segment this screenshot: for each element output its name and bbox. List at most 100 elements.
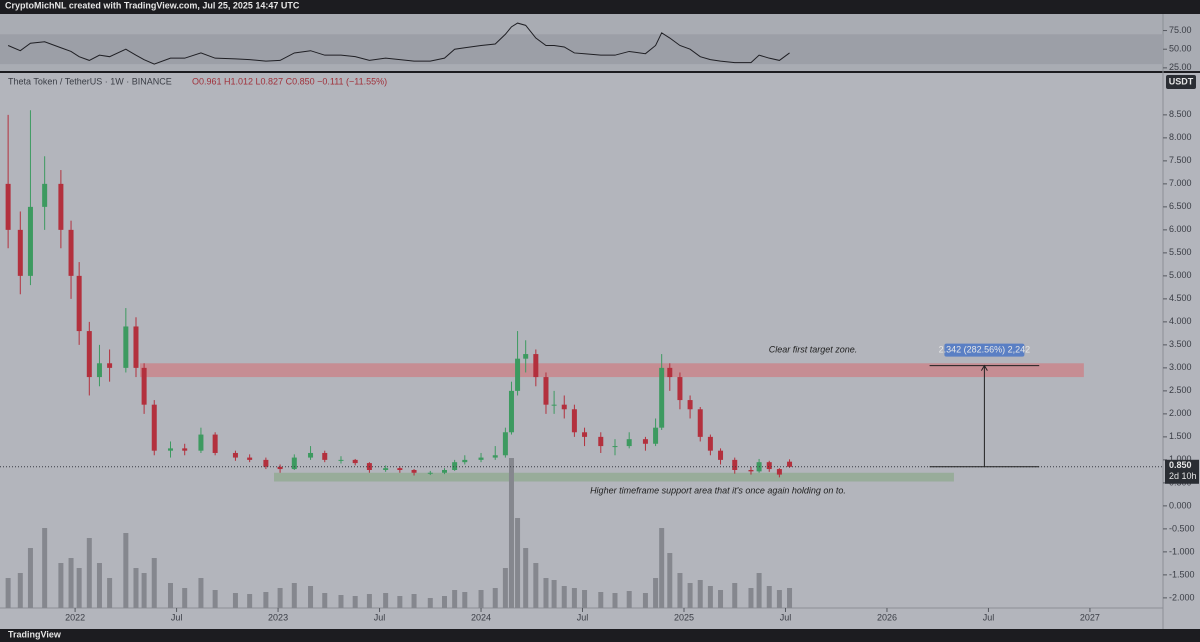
rsi-tick-label: 25.00 — [1169, 62, 1192, 72]
candle-body — [492, 455, 498, 458]
y-tick-label: 2.500 — [1169, 385, 1192, 395]
candle-body — [151, 404, 157, 451]
candle-body — [27, 206, 33, 276]
symbol: Theta Token / TetherUS · 1W · BINANCE — [8, 76, 172, 86]
volume-bar — [571, 588, 577, 608]
volume-bar — [626, 591, 632, 608]
candle-body — [232, 452, 238, 458]
candle-body — [787, 461, 793, 467]
volume-bar — [366, 594, 372, 608]
candle-body — [582, 432, 588, 437]
candle-body — [322, 452, 328, 460]
volume-bar — [397, 596, 403, 608]
volume-bar — [212, 590, 218, 608]
x-tick-label: 2022 — [65, 612, 85, 622]
candle-body — [212, 434, 218, 453]
volume-bar — [68, 558, 74, 608]
brand: TradingView — [8, 629, 62, 639]
candle-body — [642, 439, 648, 444]
candle-body — [338, 459, 344, 461]
x-tick-label: Jul — [171, 612, 183, 622]
candle-body — [96, 363, 102, 378]
volume-bar — [58, 563, 64, 608]
candle-body — [462, 459, 468, 463]
volume-bar — [612, 593, 618, 608]
candle-body — [58, 183, 64, 230]
volume-bar — [478, 590, 484, 608]
volume-bar — [707, 586, 713, 608]
volume-bar — [291, 583, 297, 608]
candle-body — [411, 469, 417, 473]
candle-body — [133, 326, 139, 368]
candle-body — [687, 400, 693, 410]
candle-body — [123, 326, 129, 368]
volume-bar — [523, 548, 529, 608]
candle-body — [42, 183, 48, 207]
candle-body — [17, 229, 23, 276]
volume-bar — [352, 596, 358, 608]
y-tick-label: 2.000 — [1169, 408, 1192, 418]
volume-bar — [151, 558, 157, 608]
candle-body — [247, 457, 253, 460]
x-tick-label: 2023 — [268, 612, 288, 622]
candle-body — [515, 358, 521, 391]
volume-bar — [508, 458, 514, 608]
volume-bar — [411, 594, 417, 608]
y-tick-label: 5.500 — [1169, 247, 1192, 257]
volume-bar — [787, 588, 793, 608]
volume-bar — [776, 590, 782, 608]
candle-body — [508, 390, 514, 433]
volume-bar — [533, 563, 539, 608]
candle-body — [598, 436, 604, 447]
volume-bar — [198, 578, 204, 608]
candle-body — [352, 459, 358, 464]
y-tick-label: 6.000 — [1169, 224, 1192, 234]
volume-bar — [322, 593, 328, 608]
volume-bar — [551, 580, 557, 608]
last-price-box — [1165, 459, 1199, 484]
last-price-label: 0.850 — [1169, 460, 1192, 470]
candle-body — [141, 367, 147, 405]
volume-bar — [338, 595, 344, 608]
y-tick-label: 4.500 — [1169, 293, 1192, 303]
candle-body — [5, 183, 11, 230]
x-tick-label: Jul — [374, 612, 386, 622]
x-tick-label: Jul — [780, 612, 792, 622]
y-tick-label: 8.000 — [1169, 132, 1192, 142]
measure-label: 2.342 (282.56%) 2,242 — [939, 344, 1031, 354]
volume-bar — [718, 590, 724, 608]
candle-body — [612, 446, 618, 448]
candle-body — [263, 459, 269, 467]
candle-body — [198, 434, 204, 451]
volume-bar — [263, 592, 269, 608]
volume-bar — [598, 592, 604, 608]
volume-bar — [5, 578, 11, 608]
candle-body — [277, 466, 283, 470]
y-tick-label: 8.500 — [1169, 109, 1192, 119]
candle-body — [718, 450, 724, 460]
rsi-tick-label: 75.00 — [1169, 25, 1192, 35]
candle-body — [677, 377, 683, 401]
volume-bar — [667, 553, 673, 608]
candle-body — [182, 448, 188, 451]
candle-body — [452, 462, 458, 470]
volume-bar — [107, 578, 113, 608]
volume-bar — [756, 573, 762, 608]
candle-body — [732, 459, 738, 470]
x-tick-label: 2024 — [471, 612, 491, 622]
volume-bar — [277, 588, 283, 608]
candle-body — [308, 452, 314, 458]
volume-bar — [441, 596, 447, 608]
y-tick-label: -1.000 — [1169, 546, 1195, 556]
volume-bar — [133, 568, 139, 608]
volume-bar — [232, 593, 238, 608]
volume-bar — [141, 573, 147, 608]
volume-bar — [17, 573, 23, 608]
candle-body — [776, 469, 782, 475]
volume-bar — [697, 580, 703, 608]
credit: CryptoMichNL created with TradingView.co… — [5, 0, 300, 10]
measure-label-box — [944, 343, 1025, 357]
y-tick-label: 7.500 — [1169, 155, 1192, 165]
ohlc: O0.961 H1.012 L0.827 C0.850 −0.111 (−11.… — [192, 76, 387, 86]
